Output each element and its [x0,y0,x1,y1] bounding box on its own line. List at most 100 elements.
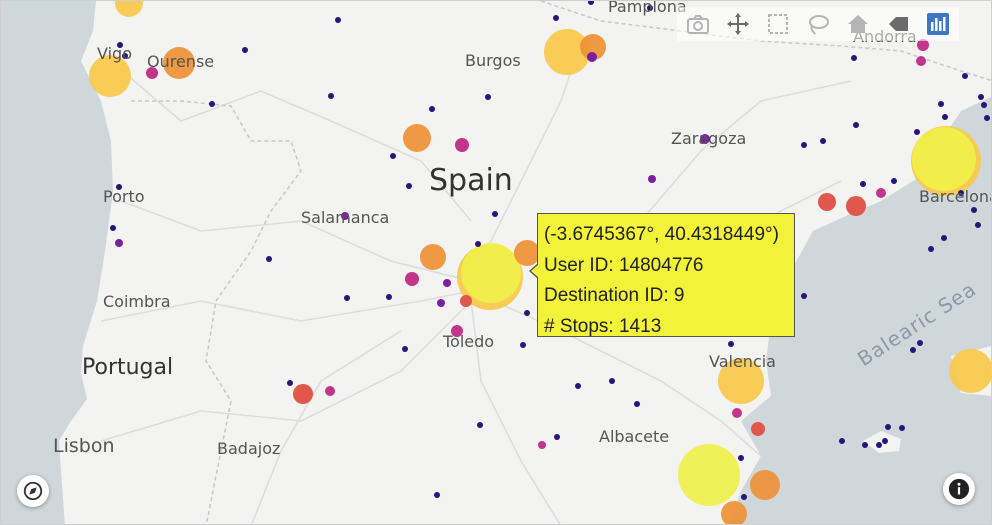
map-point[interactable] [405,272,419,286]
reset-button[interactable] [881,9,915,39]
map-point[interactable] [553,15,559,21]
map-point[interactable] [891,178,897,184]
map-point[interactable] [853,122,859,128]
map-point[interactable] [588,1,594,5]
box-select-button[interactable] [761,9,795,39]
map-point[interactable] [899,425,905,431]
map-point[interactable] [437,299,445,307]
map-point[interactable] [524,310,530,316]
map-point[interactable] [429,106,435,112]
map-point[interactable] [554,434,560,440]
map-point[interactable] [801,142,807,148]
map-point[interactable] [914,129,920,135]
map-point[interactable] [402,346,408,352]
map-point[interactable] [434,492,440,498]
map-point[interactable] [820,138,826,144]
map-point[interactable] [209,101,215,107]
plotly-logo-button[interactable] [921,9,955,39]
map-point[interactable] [728,341,734,347]
map-point[interactable] [390,153,396,159]
map-point[interactable] [981,102,987,108]
map-point[interactable] [738,455,744,461]
map-point[interactable] [386,294,392,300]
map-point[interactable] [910,347,916,353]
map-point[interactable] [741,494,747,500]
map-point[interactable] [984,115,990,121]
map-point[interactable] [443,279,451,287]
map-point[interactable] [962,73,968,79]
camera-button[interactable] [681,9,715,39]
map-point[interactable] [751,422,765,436]
map-point[interactable] [882,438,888,444]
map-point[interactable] [110,225,116,231]
map-point[interactable] [975,222,981,228]
map-point[interactable] [732,408,742,418]
map-point[interactable] [860,181,866,187]
map-point[interactable] [538,441,546,449]
map-point[interactable] [451,325,463,337]
map-point[interactable] [801,293,807,299]
map-point[interactable] [477,422,483,428]
map-point[interactable] [678,444,740,506]
map-point[interactable] [949,349,992,393]
map-point[interactable] [544,29,590,75]
map-point[interactable] [117,42,123,48]
map-point[interactable] [163,47,195,79]
map-point[interactable] [122,53,128,59]
map-point[interactable] [341,212,349,220]
map-point[interactable] [839,438,845,444]
map-point[interactable] [938,101,944,107]
info-button[interactable] [943,473,975,505]
map-point[interactable] [460,295,472,307]
map-point[interactable] [406,183,412,189]
compass-button[interactable] [17,475,49,507]
map-point[interactable] [344,295,350,301]
map-point[interactable] [420,244,446,270]
map-point[interactable] [116,184,122,190]
map-point[interactable] [115,1,143,17]
map-point[interactable] [818,193,836,211]
map-point[interactable] [634,401,640,407]
map-point[interactable] [876,188,886,198]
map-point[interactable] [750,470,780,500]
map-point[interactable] [647,5,653,11]
map-point[interactable] [492,211,498,217]
map-point[interactable] [455,138,469,152]
map-point[interactable] [325,386,335,396]
map-point[interactable] [928,246,934,252]
map-point[interactable] [242,47,248,53]
map-point[interactable] [718,358,764,404]
home-button[interactable] [841,9,875,39]
map-point[interactable] [266,256,272,262]
map-point[interactable] [700,134,710,144]
map-point[interactable] [485,94,491,100]
map-point[interactable] [475,241,481,247]
map-point[interactable] [942,114,948,120]
map-point[interactable] [514,240,540,266]
map-point[interactable] [876,442,882,448]
map-point[interactable] [885,424,891,430]
lasso-button[interactable] [801,9,835,39]
map-point[interactable] [846,196,866,216]
map-point[interactable] [461,243,521,303]
map-point[interactable] [89,55,131,97]
map-point[interactable] [721,501,747,525]
map-point[interactable] [917,340,923,346]
map-point[interactable] [293,384,313,404]
map-point[interactable] [115,239,123,247]
map-point[interactable] [912,127,976,191]
map-point[interactable] [958,190,964,196]
map-point[interactable] [580,34,606,60]
map-point[interactable] [941,235,947,241]
map-point[interactable] [648,175,656,183]
pan-button[interactable] [721,9,755,39]
map-point[interactable] [520,342,526,348]
map-point[interactable] [851,55,857,61]
map-point[interactable] [971,207,977,213]
map-point[interactable] [328,93,334,99]
map-point[interactable] [862,442,868,448]
map-point[interactable] [403,124,431,152]
map-point[interactable] [287,380,293,386]
map-point[interactable] [575,383,581,389]
